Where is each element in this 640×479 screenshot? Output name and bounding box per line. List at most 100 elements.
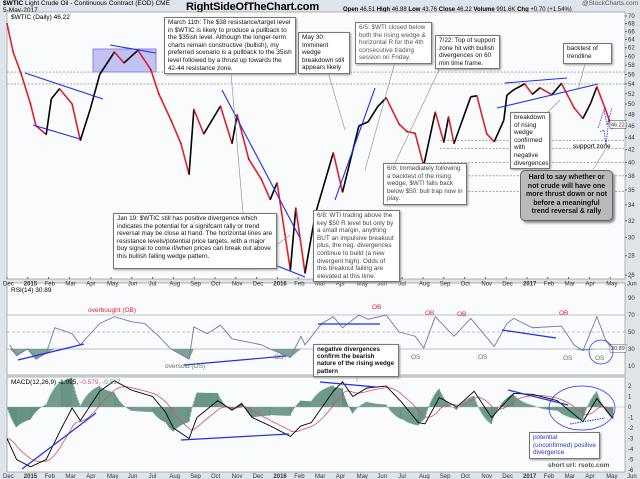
x-tick-label: Mar (65, 474, 75, 479)
price-tick-label: 50 (628, 102, 635, 108)
price-tick-label: 38 (628, 174, 635, 180)
price-segment (12, 51, 23, 75)
price-point (524, 83, 526, 85)
price-segment (276, 182, 286, 235)
annotation-breakdown: breakdown of rising wedge confirmed with… (510, 112, 550, 170)
price-segment (385, 97, 400, 125)
x-tick-label: Nov (481, 474, 492, 479)
x-tick-label: Nov (232, 474, 243, 479)
trendline (496, 83, 599, 109)
price-point (590, 102, 592, 104)
price-tick-label: 64 (628, 37, 635, 43)
price-segment (203, 105, 222, 135)
x-tick-label: Dec (253, 282, 264, 288)
price-point (406, 130, 408, 133)
price-point (99, 73, 101, 75)
x-tick-label: Nov (232, 282, 243, 288)
price-segment (531, 87, 541, 95)
price-segment (113, 51, 125, 64)
short-url: short url: rsotc.com (548, 462, 610, 469)
price-tick-label: 54 (628, 82, 635, 88)
price-point (276, 182, 278, 184)
x-tick-label: Apr (336, 282, 345, 288)
trendline (24, 72, 104, 100)
price-tick-label: 70 (628, 14, 635, 20)
x-tick-label: 2017 (523, 282, 537, 288)
macd-tick-label: -1 (628, 416, 634, 422)
price-segment (447, 116, 455, 144)
callout-pointer (364, 61, 396, 171)
price-segment (582, 102, 592, 119)
price-point (12, 51, 14, 53)
price-segment (590, 86, 598, 104)
x-tick-label: Aug (419, 474, 430, 479)
price-segment (180, 143, 190, 175)
x-tick-label: Dec (3, 474, 14, 479)
rsi-last-marker (609, 344, 627, 353)
price-segment (503, 95, 508, 121)
price-segment (29, 103, 37, 127)
price-point (180, 142, 182, 145)
rsi-overbought-label: overbought (OB) (88, 307, 137, 314)
price-point (341, 191, 344, 193)
x-tick-label: Dec (253, 474, 264, 479)
x-tick-label: May (107, 282, 118, 288)
price-tick-label: 28 (628, 254, 635, 260)
rsi-ob-label: OB (425, 310, 435, 317)
macd-tick-label: -3 (628, 437, 634, 443)
rsi-last-label: 30.89 (611, 346, 625, 352)
x-tick-label: Dec (502, 474, 513, 479)
x-tick-label: Jul (398, 474, 406, 479)
macd-tick-label: 2 (628, 384, 632, 390)
price-segment (486, 133, 495, 143)
price-point (284, 233, 286, 235)
macd-signal-line (6, 386, 614, 463)
x-tick-label: Jul (149, 474, 157, 479)
price-point (188, 173, 190, 176)
price-point (447, 116, 450, 118)
price-point (289, 269, 291, 271)
rsi-ob-label: OB (457, 311, 467, 318)
price-segment (260, 178, 271, 200)
price-tick-label: 44 (628, 135, 635, 141)
last-price-marker (609, 120, 627, 129)
annotation-jun8-bulltrap: 6/8: Immediately following a backtest of… (383, 163, 467, 205)
price-segment (71, 103, 82, 141)
annotation-march11: March 11th: The $38 resistance/target le… (164, 17, 296, 75)
price-segment (414, 133, 425, 166)
annotation-hard-to-say: Hard to say whether or not crude will ha… (520, 170, 613, 221)
trendline (504, 77, 568, 84)
price-segment (476, 95, 488, 135)
price-segment (89, 74, 101, 110)
price-legend: $WTIC (Daily) 46.22 (11, 14, 70, 21)
price-point (604, 107, 606, 109)
price-tick-label: 68 (628, 22, 635, 28)
annotation-jun5: 6/5: $WTI closed below both the rising w… (355, 22, 432, 64)
price-segment (398, 123, 408, 133)
price-point (377, 106, 379, 108)
price-point (332, 152, 334, 154)
rsi-os-label: OS (411, 354, 421, 361)
price-point (6, 22, 8, 25)
price-tick-label: 66 (628, 29, 635, 35)
price-segment (453, 96, 472, 144)
price-point (367, 121, 369, 123)
x-tick-label: Mar (315, 282, 325, 288)
price-segment (150, 69, 160, 95)
price-segment (50, 88, 61, 100)
price-point (231, 142, 233, 145)
price-segment (513, 83, 525, 91)
x-tick-label: Apr (585, 282, 594, 288)
price-segment (158, 93, 172, 121)
price-segment (422, 111, 437, 166)
price-point (385, 97, 387, 99)
price-point (486, 133, 488, 135)
projection-arrow (599, 117, 610, 146)
x-tick-label: Mar (565, 474, 575, 479)
ohlc-readout: Open 46.51 High 46.88 Low 43.76 Close 46… (343, 7, 572, 13)
price-point (20, 73, 22, 75)
price-segment (523, 83, 534, 95)
x-tick-label: Sep (440, 474, 451, 479)
price-segment (470, 94, 478, 98)
price-point (193, 108, 195, 110)
